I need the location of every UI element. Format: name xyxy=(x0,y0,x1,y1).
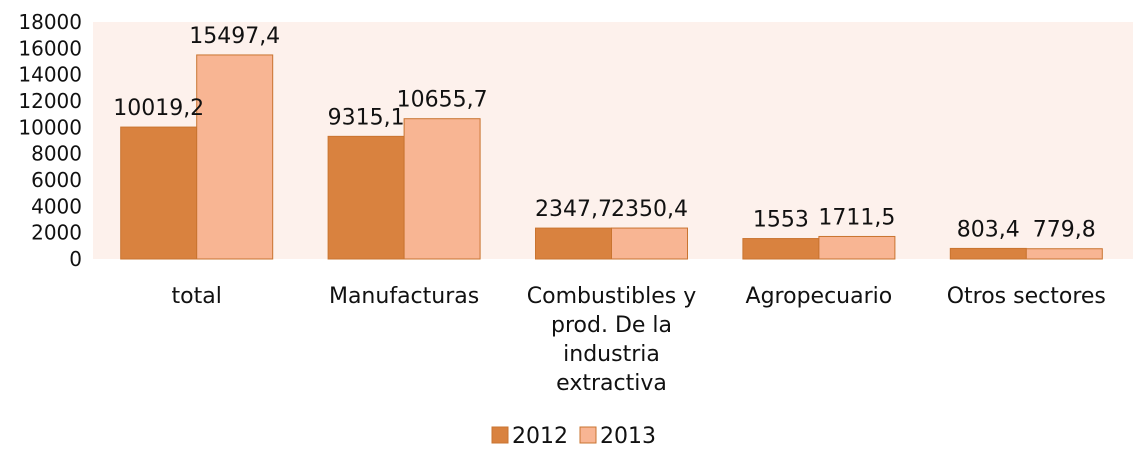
y-tick-label: 16000 xyxy=(18,36,82,60)
y-tick-label: 8000 xyxy=(31,142,82,166)
y-tick-label: 18000 xyxy=(18,10,82,34)
bar-2012-1 xyxy=(328,136,404,259)
data-label-2012-2: 2347,7 xyxy=(535,197,612,222)
bar-2013-4 xyxy=(1026,249,1102,259)
data-label-2012-4: 803,4 xyxy=(957,217,1020,242)
data-label-2013-3: 1711,5 xyxy=(818,205,895,230)
category-label: Otros sectores xyxy=(947,284,1106,309)
y-tick-label: 10000 xyxy=(18,115,82,139)
bar-2013-3 xyxy=(819,236,895,259)
legend-label-2012: 2012 xyxy=(512,424,568,449)
bar-2012-3 xyxy=(743,239,819,259)
y-tick-label: 0 xyxy=(69,247,82,271)
y-tick-label: 6000 xyxy=(31,168,82,192)
y-tick-label: 2000 xyxy=(31,221,82,245)
data-label-2013-2: 2350,4 xyxy=(611,197,688,222)
bar-2013-1 xyxy=(404,119,480,259)
legend-label-2013: 2013 xyxy=(600,424,656,449)
bar-2012-4 xyxy=(950,248,1026,259)
data-label-2012-0: 10019,2 xyxy=(113,96,204,121)
legend-swatch-2013 xyxy=(580,427,596,443)
y-tick-label: 12000 xyxy=(18,89,82,113)
legend-swatch-2012 xyxy=(492,427,508,443)
category-label: Combustibles y prod. De la industria extrac… xyxy=(527,284,696,396)
data-label-2012-1: 9315,1 xyxy=(328,105,405,130)
category-label: Agropecuario xyxy=(746,284,893,309)
category-label: total xyxy=(172,284,222,309)
data-label-2013-1: 10655,7 xyxy=(397,88,488,113)
bar-2013-2 xyxy=(612,228,688,259)
data-label-2013-0: 15497,4 xyxy=(189,24,280,49)
category-label: Manufacturas xyxy=(329,284,479,309)
data-label-2012-3: 1553 xyxy=(753,208,809,233)
y-tick-label: 4000 xyxy=(31,194,82,218)
data-label-2013-4: 779,8 xyxy=(1033,218,1096,243)
y-tick-label: 14000 xyxy=(18,63,82,87)
bar-2012-2 xyxy=(536,228,612,259)
bar-2012-0 xyxy=(121,127,197,259)
category-labels: total Manufacturas Combustibles y prod. De … xyxy=(172,284,1106,396)
bar-2013-0 xyxy=(197,55,273,259)
legend: 2012 2013 xyxy=(492,424,656,449)
